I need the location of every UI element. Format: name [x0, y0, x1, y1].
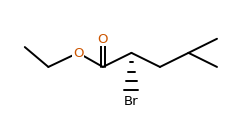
Text: Br: Br — [124, 94, 139, 107]
Text: O: O — [98, 33, 108, 46]
Text: O: O — [73, 47, 83, 60]
